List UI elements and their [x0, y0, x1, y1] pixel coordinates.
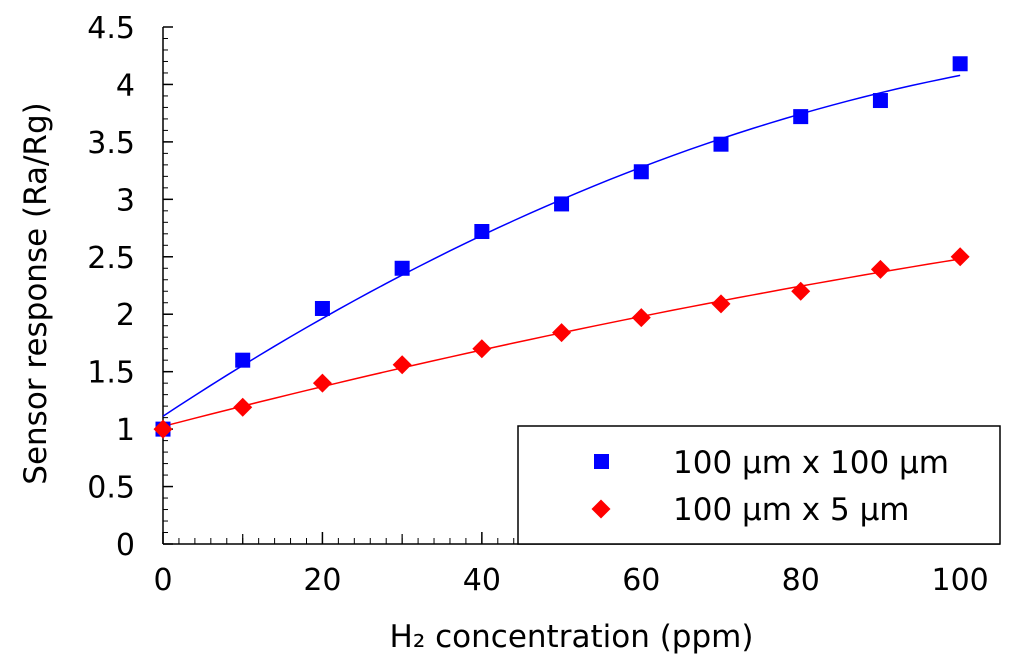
y-tick-label: 1 [116, 413, 135, 448]
legend-box [517, 425, 1001, 545]
data-markers [153, 56, 970, 439]
fit-line-diamond [162, 258, 961, 428]
data-point-square [952, 56, 968, 72]
data-point-diamond [552, 323, 572, 343]
y-tick-label: 1.5 [87, 356, 135, 391]
x-tick-label: 20 [303, 563, 341, 598]
legend-label: 100 µm x 5 µm [673, 492, 910, 528]
legend: 100 µm x 100 µm 100 µm x 5 µm [517, 425, 1001, 545]
data-point-square [554, 196, 570, 212]
y-tick-label: 3.5 [87, 126, 135, 161]
data-point-diamond [392, 355, 412, 375]
y-tick-label: 2.5 [87, 241, 135, 276]
data-point-diamond [153, 419, 173, 439]
data-point-square [235, 352, 251, 368]
legend-label: 100 µm x 100 µm [673, 445, 949, 481]
x-tick-label: 40 [463, 563, 501, 598]
data-point-square [633, 164, 649, 180]
data-point-diamond [312, 373, 332, 393]
data-point-square [713, 136, 729, 152]
y-tick-label: 0 [116, 528, 135, 563]
data-point-square [314, 300, 330, 316]
x-axis-label: H₂ concentration (ppm) [390, 619, 754, 655]
data-point-square [793, 109, 809, 125]
legend-marker-diamond [591, 499, 611, 519]
x-tick-label: 80 [782, 563, 820, 598]
x-tick-label: 0 [153, 563, 172, 598]
fit-lines [162, 74, 961, 428]
data-point-diamond [950, 247, 970, 267]
y-tick-label: 3 [116, 183, 135, 218]
x-tick-label: 60 [622, 563, 660, 598]
fit-line-square [162, 74, 961, 417]
x-tick-label: 100 [932, 563, 989, 598]
data-point-diamond [791, 281, 811, 301]
y-tick-label: 4.5 [87, 11, 135, 46]
data-point-diamond [631, 308, 651, 328]
legend-marker-square [594, 454, 609, 469]
data-point-diamond [870, 259, 890, 279]
data-point-diamond [711, 294, 731, 314]
data-point-square [394, 260, 410, 276]
data-point-square [474, 224, 490, 240]
data-point-square [872, 93, 888, 109]
y-tick-label: 2 [116, 298, 135, 333]
y-tick-label: 0.5 [87, 471, 135, 506]
data-point-diamond [233, 397, 253, 417]
y-axis-label: Sensor response (Ra/Rg) [18, 102, 54, 484]
data-point-diamond [472, 339, 492, 359]
y-tick-label: 4 [116, 68, 135, 103]
